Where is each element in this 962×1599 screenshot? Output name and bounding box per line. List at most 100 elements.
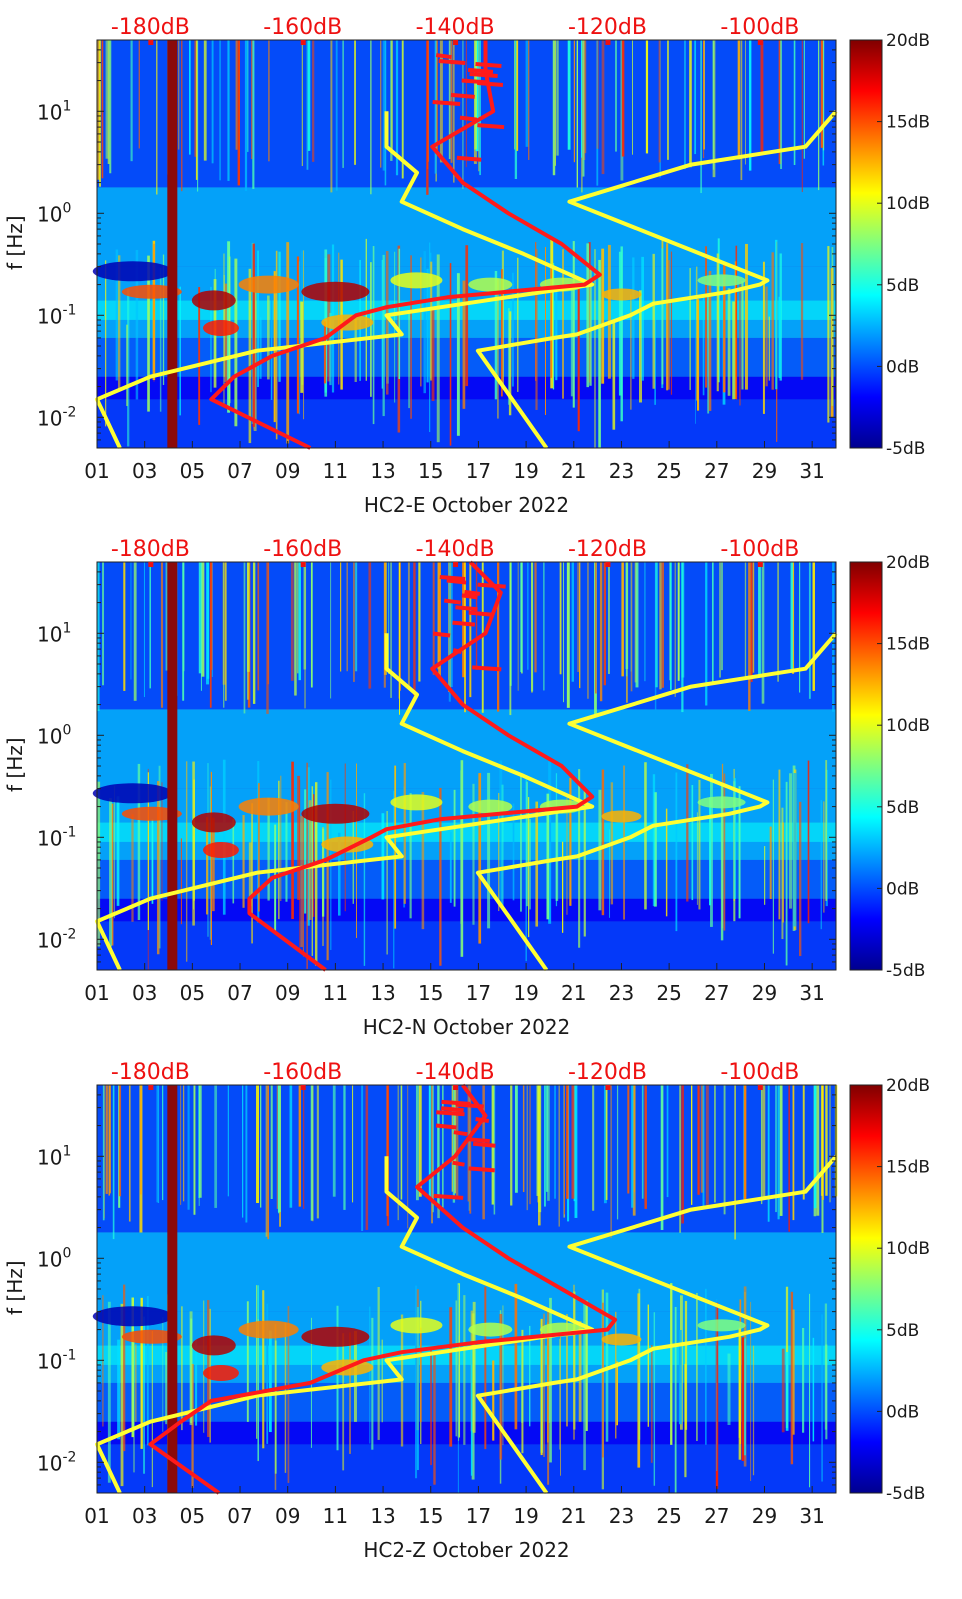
event-streak (809, 1293, 811, 1488)
event-streak (793, 40, 796, 165)
event-streak (397, 1085, 399, 1221)
colorbar-tick-label: 20dB (886, 553, 930, 573)
data-gap-column (167, 40, 178, 448)
event-streak (697, 1085, 700, 1195)
event-streak (562, 249, 564, 399)
event-streak (132, 1321, 134, 1435)
event-streak (610, 1085, 612, 1238)
event-streak (259, 317, 262, 379)
event-streak (777, 1085, 780, 1220)
event-streak (198, 287, 201, 425)
top-db-tick (453, 40, 459, 45)
event-streak (209, 786, 211, 940)
colorbar-tick-label: 15dB (886, 1158, 930, 1178)
event-streak (793, 773, 797, 927)
event-streak (607, 244, 611, 379)
event-streak (821, 1314, 823, 1482)
event-streak (151, 819, 154, 904)
event-streak (566, 1085, 569, 1199)
event-streak (398, 562, 401, 715)
median-psd-spike (467, 67, 494, 74)
event-streak (760, 40, 764, 152)
event-streak (267, 797, 270, 901)
colorbar-tick-label: 10dB (886, 194, 930, 214)
event-streak (153, 243, 155, 382)
event-streak (304, 789, 307, 914)
event-streak (778, 296, 781, 378)
median-psd-curve (209, 40, 602, 450)
event-streak (686, 764, 689, 902)
event-streak (253, 292, 257, 432)
event-streak (209, 562, 212, 708)
spectrogram-image (92, 562, 836, 970)
event-streak (157, 1085, 160, 1204)
event-streak (266, 562, 269, 714)
event-streak (316, 1085, 319, 1219)
x-tick-label: 27 (704, 1504, 729, 1528)
event-streak (159, 267, 162, 412)
event-streak (803, 40, 805, 159)
median-psd-spike (433, 1193, 464, 1200)
event-streak (508, 311, 512, 416)
event-streak (594, 249, 596, 448)
event-streak (670, 562, 672, 690)
event-streak (267, 295, 270, 380)
colorbar-tick-label: -5dB (886, 961, 925, 981)
event-streak (437, 1085, 440, 1206)
event-streak (635, 562, 639, 688)
event-streak (661, 248, 664, 389)
x-tick-label: 23 (609, 981, 634, 1005)
microseism-blob (121, 284, 182, 299)
y-tick-label: 101 (37, 1143, 71, 1169)
event-streak (336, 1305, 339, 1451)
event-streak (499, 1313, 503, 1460)
event-streak (307, 40, 311, 151)
event-streak (761, 562, 765, 704)
event-streak (178, 40, 180, 150)
event-streak (118, 1085, 122, 1197)
event-streak (179, 286, 181, 416)
x-tick-label: 27 (704, 459, 729, 483)
event-streak (464, 562, 466, 713)
event-streak (632, 40, 633, 155)
event-streak (669, 562, 671, 681)
event-streak (361, 1085, 364, 1231)
event-streak (453, 789, 456, 907)
median-psd-spike (455, 605, 478, 612)
event-streak (544, 1085, 546, 1207)
event-streak (105, 1085, 108, 1194)
microseism-blob (92, 1306, 173, 1327)
event-streak (386, 811, 388, 955)
event-streak (534, 562, 537, 673)
event-streak (690, 1085, 693, 1205)
event-streak (813, 1085, 817, 1209)
event-streak (342, 1333, 345, 1471)
event-streak (294, 562, 297, 696)
event-streak (335, 40, 338, 191)
event-streak (475, 562, 478, 670)
event-streak (547, 1308, 550, 1485)
event-streak (418, 562, 421, 682)
x-tick-label: 19 (513, 1504, 538, 1528)
microseism-blob (121, 1329, 182, 1344)
x-tick-label: 03 (132, 459, 157, 483)
microseism-blob (191, 1335, 236, 1356)
event-streak (603, 562, 607, 686)
event-streak (370, 262, 372, 397)
x-tick-label: 19 (513, 981, 538, 1005)
event-streak (499, 760, 503, 908)
frequency-band (97, 1382, 836, 1422)
data-gap-column (167, 562, 178, 970)
event-streak (266, 1303, 269, 1444)
microseism-blob (601, 810, 642, 823)
event-streak (666, 1085, 669, 1198)
event-streak (448, 40, 451, 160)
event-streak (679, 1085, 682, 1233)
x-tick-label: 11 (323, 1504, 348, 1528)
event-streak (605, 1085, 608, 1200)
event-streak (758, 562, 761, 676)
event-streak (517, 257, 519, 392)
event-streak (608, 562, 610, 674)
event-streak (627, 1085, 630, 1194)
microseism-blob (697, 274, 746, 287)
